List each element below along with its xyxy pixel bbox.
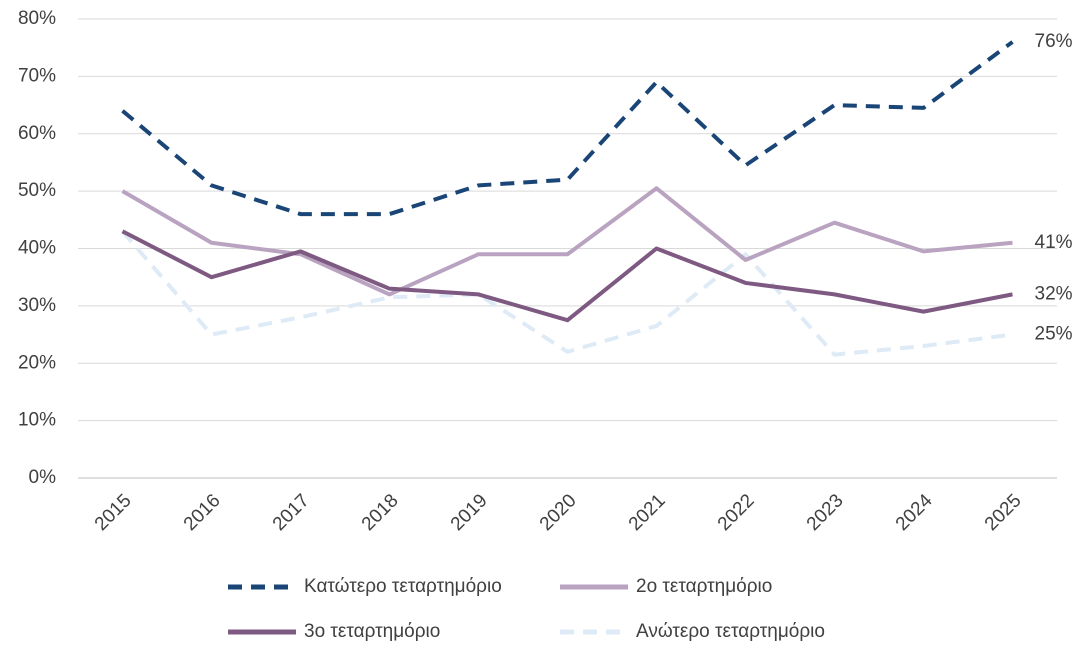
y-tick-label: 0% <box>29 467 57 488</box>
data-label: 76% <box>1035 31 1073 52</box>
x-tick-label: 2016 <box>180 490 225 535</box>
x-tick-label: 2017 <box>269 490 314 535</box>
y-tick-label: 80% <box>18 8 56 29</box>
y-tick-label: 30% <box>18 295 56 316</box>
legend-label: 3ο τεταρτημόριο <box>304 621 440 642</box>
x-tick-label: 2022 <box>714 490 759 535</box>
data-label: 25% <box>1035 324 1073 345</box>
x-tick-label: 2023 <box>803 490 848 535</box>
legend-label: 2ο τεταρτημόριο <box>636 576 772 597</box>
y-tick-label: 50% <box>18 180 56 201</box>
x-tick-label: 2025 <box>981 490 1026 535</box>
legend-label: Κατώτερο τεταρτημόριο <box>304 576 502 597</box>
series-line <box>121 229 1013 323</box>
data-label: 41% <box>1035 232 1073 253</box>
y-tick-label: 70% <box>18 65 56 86</box>
y-tick-label: 60% <box>18 123 56 144</box>
y-tick-label: 40% <box>18 238 56 259</box>
data-label: 32% <box>1035 283 1073 304</box>
y-tick-label: 10% <box>18 410 56 431</box>
x-tick-label: 2018 <box>358 490 403 535</box>
series-line <box>120 229 1013 357</box>
x-tick-label: 2015 <box>91 490 136 535</box>
legend-label: Ανώτερο τεταρτημόριο <box>636 621 825 642</box>
x-tick-label: 2024 <box>892 490 937 535</box>
series-line <box>121 186 1013 297</box>
y-tick-label: 20% <box>18 352 56 373</box>
series-line <box>121 40 1014 217</box>
x-tick-label: 2021 <box>625 490 670 535</box>
x-tick-label: 2019 <box>447 490 492 535</box>
x-tick-label: 2020 <box>536 490 581 535</box>
